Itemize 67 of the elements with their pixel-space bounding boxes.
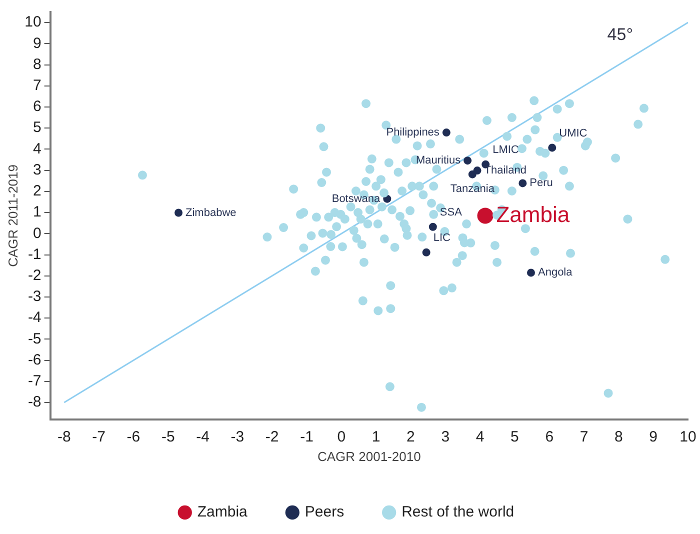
x-tick-label: 6: [545, 428, 554, 446]
y-axis-title: CAGR 2011-2019: [5, 164, 20, 267]
annotation: Mauritius: [416, 154, 462, 167]
x-tick-label: -2: [265, 428, 279, 446]
annotation: SSA: [440, 206, 463, 218]
x-tick-label: 8: [614, 428, 623, 446]
y-tick-label: 10: [24, 14, 42, 31]
y-tick-label: -7: [28, 372, 42, 390]
legend-label: Rest of the world: [402, 504, 514, 521]
x-tick-label: 9: [649, 428, 658, 446]
x-tick-label: -5: [161, 428, 175, 446]
y-tick-label: -3: [28, 288, 42, 306]
annotation: Botswana: [332, 192, 382, 205]
x-tick-label: -1: [300, 428, 314, 446]
y-tick-label: -4: [28, 309, 42, 326]
x-tick-label: 4: [476, 428, 484, 446]
y-tick-label: 8: [32, 56, 42, 73]
x-tick-label: 2: [406, 428, 415, 446]
y-tick-label: -2: [28, 267, 42, 284]
annotation: Peru: [530, 177, 553, 190]
x-tick-label: 1: [372, 428, 380, 446]
y-tick-label: -5: [28, 330, 42, 348]
annotation: 45°: [607, 25, 633, 44]
x-tick-label: -4: [196, 428, 210, 446]
y-tick-label: -6: [28, 351, 42, 368]
x-tick-label: -6: [126, 428, 140, 446]
annotation: Philippines: [386, 126, 440, 139]
annotation: Zambia: [496, 202, 570, 227]
y-tick-label: 4: [32, 140, 42, 158]
point: [473, 166, 482, 175]
y-tick-label: -8: [28, 394, 42, 411]
annotation: Angola: [538, 266, 574, 279]
y-tick-label: 3: [32, 161, 42, 178]
legend-label: Zambia: [197, 504, 248, 521]
point: [548, 144, 556, 152]
y-tick-label: 0: [32, 224, 42, 242]
x-tick-label: -8: [57, 428, 71, 446]
y-tick-label: -1: [28, 246, 42, 263]
annotation: LMIC: [492, 144, 519, 156]
point: [428, 222, 437, 231]
annotation: LIC: [433, 232, 451, 244]
y-tick-label: 9: [32, 34, 42, 52]
point: [174, 208, 183, 217]
annotation: Zimbabwe: [186, 206, 236, 219]
x-tick-label: 3: [441, 428, 450, 446]
x-tick-label: 10: [680, 428, 696, 446]
annotation: Tanzania: [450, 182, 496, 195]
y-tick-label: 7: [32, 77, 42, 94]
x-tick-label: 5: [510, 428, 519, 446]
x-tick-label: -7: [92, 428, 106, 446]
y-tick-label: 5: [32, 119, 42, 136]
annotation: UMIC: [559, 127, 588, 140]
annotation: Thailand: [484, 164, 526, 177]
point: [422, 248, 430, 256]
x-tick-label: 0: [337, 428, 346, 446]
x-tick-label: -3: [230, 428, 244, 446]
y-tick-label: 1: [32, 204, 42, 221]
legend-label: Peers: [304, 504, 344, 521]
x-tick-label: 7: [580, 428, 588, 446]
y-tick-label: 2: [32, 182, 42, 200]
point: [464, 156, 472, 165]
point: [477, 208, 494, 224]
point: [526, 268, 535, 277]
point: [518, 179, 527, 188]
point: [442, 128, 450, 137]
x-axis-title: CAGR 2001-2010: [317, 448, 421, 464]
y-tick-label: 6: [32, 98, 42, 116]
